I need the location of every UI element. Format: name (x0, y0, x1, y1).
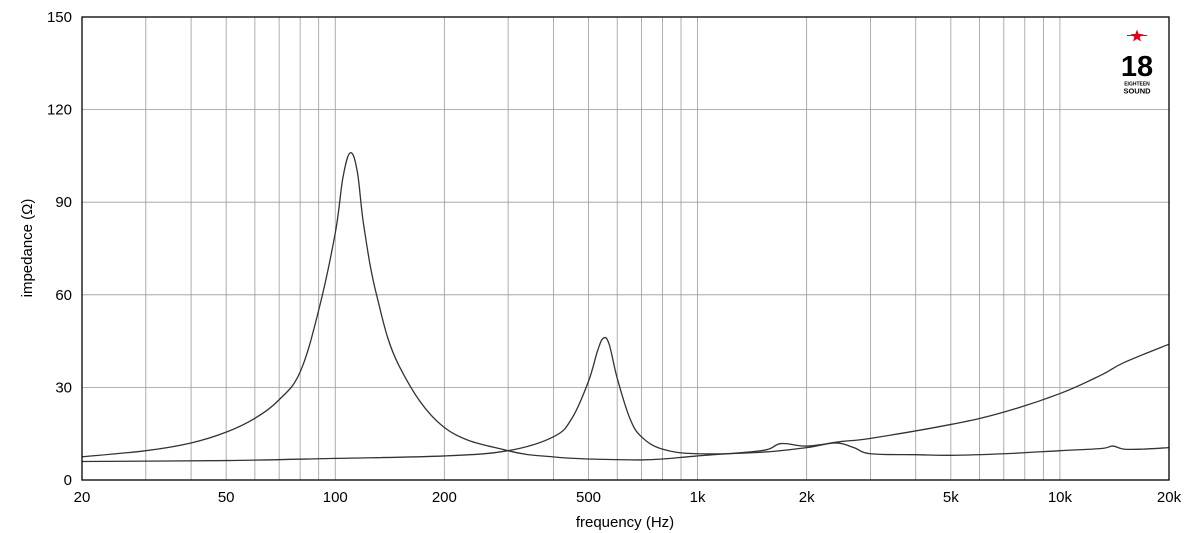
x-tick-labels: 20 50 100 200 500 1k 2k 5k 10k 20k (74, 489, 1182, 506)
x-tick-label: 5k (943, 489, 959, 506)
impedance-curve-1 (81, 152, 1170, 461)
logo-number: 18 (1121, 51, 1153, 83)
x-tick-label: 100 (323, 489, 348, 506)
y-tick-labels: 0 30 60 90 120 150 (47, 9, 72, 489)
x-tick-label: 10k (1048, 489, 1073, 506)
x-tick-label: 2k (799, 489, 815, 506)
y-tick-label: 120 (47, 102, 72, 119)
y-axis-label: impedance (Ω) (19, 199, 36, 298)
brand-logo: 18 EIGHTEEN SOUND (1121, 29, 1153, 96)
x-tick-label: 500 (576, 489, 601, 506)
impedance-curve-2 (81, 336, 1170, 463)
plot-frame (81, 16, 1170, 481)
x-axis-label: frequency (Hz) (576, 514, 674, 531)
x-tick-label: 200 (432, 489, 457, 506)
y-tick-label: 90 (55, 194, 72, 211)
curves (81, 152, 1170, 463)
logo-line2: SOUND (1123, 87, 1151, 96)
x-tick-label: 20k (1157, 489, 1182, 506)
y-tick-label: 30 (55, 379, 72, 396)
x-tick-label: 20 (74, 489, 91, 506)
y-tick-label: 150 (47, 9, 72, 26)
y-tick-label: 0 (64, 472, 72, 489)
x-tick-label: 50 (218, 489, 235, 506)
logo-line1: EIGHTEEN (1124, 82, 1150, 88)
y-tick-label: 60 (55, 287, 72, 304)
x-tick-label: 1k (690, 489, 706, 506)
grid (82, 17, 1169, 480)
